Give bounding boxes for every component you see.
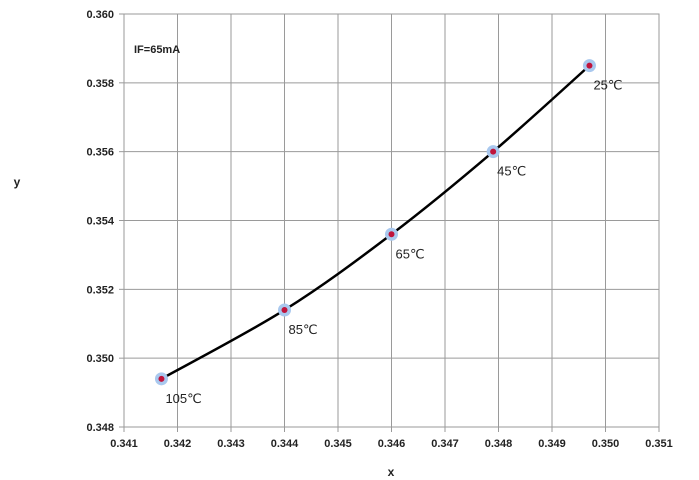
data-labels: 105℃ 85℃ 65℃ 45℃ 25℃ [165,78,622,406]
x-tick-label: 0.351 [645,438,673,450]
point-marker [586,62,593,69]
y-tick-label: 0.354 [86,216,114,228]
point-marker [158,375,165,382]
x-tick-label: 0.345 [324,438,352,450]
y-tick-label: 0.360 [86,9,114,21]
point-marker [281,306,288,313]
x-tick-label: 0.348 [485,438,513,450]
point-marker [388,231,395,238]
x-tick-label: 0.346 [378,438,406,450]
data-point [154,372,168,386]
x-tick-label: 0.341 [110,438,138,450]
data-label: 65℃ [396,246,425,261]
y-tick-label: 0.348 [86,422,114,434]
x-axis-ticks: 0.341 0.342 0.343 0.344 0.345 0.346 0.347 0.348… [110,438,673,450]
x-tick-label: 0.350 [592,438,620,450]
data-label: 25℃ [593,78,622,93]
data-label: 85℃ [289,322,318,337]
x-tick-label: 0.343 [217,438,245,450]
annotation-text: IF=65mA [134,44,180,56]
y-tick-label: 0.352 [86,284,114,296]
series-line [160,64,591,380]
x-tick-label: 0.349 [538,438,566,450]
y-tick-label: 0.350 [86,353,114,365]
data-points [154,59,596,386]
data-label: 45℃ [497,164,526,179]
x-tick-label: 0.347 [431,438,459,450]
data-point [582,59,596,73]
point-marker [490,148,497,155]
data-point [385,227,398,241]
plot-frame [123,13,660,428]
x-tick-label: 0.342 [164,438,192,450]
data-label: 105℃ [165,391,201,406]
y-axis-label: y [14,175,21,189]
data-point [278,303,291,317]
y-tick-label: 0.356 [86,147,114,159]
x-axis-label: x [388,465,395,479]
x-tick-label: 0.344 [271,438,299,450]
y-axis-ticks: 0.348 0.350 0.352 0.354 0.356 0.358 0.360 [86,9,114,434]
data-point [486,145,500,159]
y-tick-label: 0.358 [86,78,114,90]
